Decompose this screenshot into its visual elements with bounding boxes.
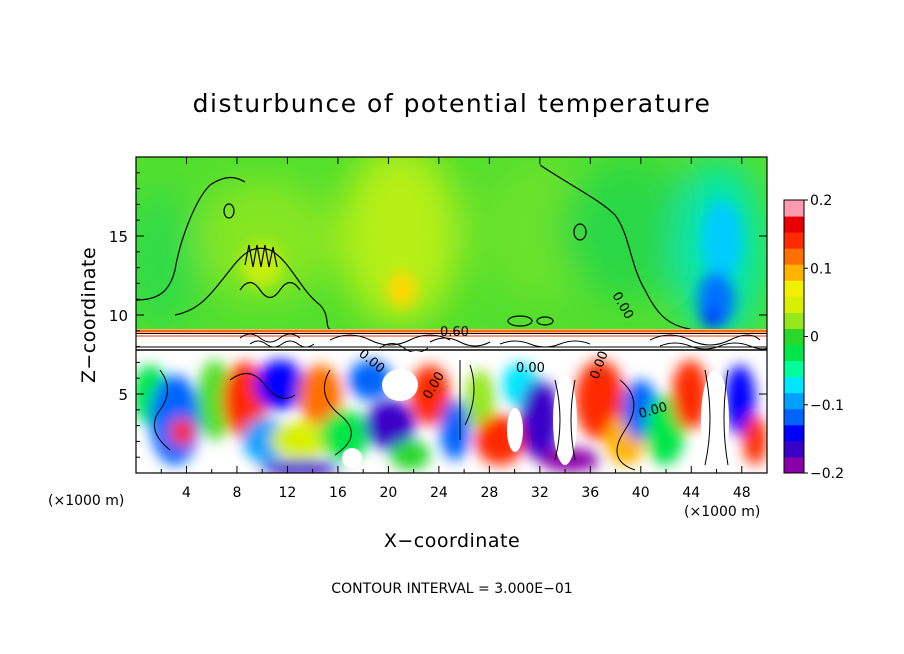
heatmap-field [136,157,767,473]
colorbar-swatch [784,280,804,297]
contour-label: 0.60 [440,325,469,340]
colorbar-swatch [784,328,804,346]
colorbar-swatch [784,248,804,265]
colorbar-swatch [784,376,804,394]
colorbar-swatch [784,296,804,313]
colorbar-swatch [784,456,804,474]
x-tick-label: 32 [531,485,549,501]
x-axis: 4 8 12 16 20 24 28 32 36 40 44 48 [160,157,751,501]
x-tick-label: 20 [379,485,397,501]
contour-label: 0.00 [637,400,669,422]
colorbar-tick-label: 0.2 [810,193,832,209]
x-tick-label: 8 [232,485,241,501]
colorbar-swatch [784,408,804,426]
x-tick-label: 12 [279,485,297,501]
colorbar-tick-label: −0.2 [810,466,844,482]
x-tick-label: 16 [329,485,347,501]
colorbar-tick-label: 0.1 [810,261,832,277]
colorbar-swatch [784,312,804,329]
colorbar-swatch [784,360,804,378]
x-unit-left: (×1000 m) [48,493,124,509]
contour-label: 0.00 [516,361,545,376]
y-tick-label: 5 [118,386,128,404]
x-tick-label: 48 [733,485,751,501]
y-tick-label: 15 [109,228,128,246]
colorbar-swatch [784,344,804,362]
y-axis-label: Z−coordinate [78,247,100,383]
colorbar [783,199,805,474]
colorbar-swatch [784,424,804,442]
y-axis: 5 10 15 [109,172,767,458]
y-tick-label: 10 [109,307,128,325]
x-tick-label: 36 [581,485,599,501]
colorbar-swatch [784,200,804,217]
colorbar-swatch [784,216,804,233]
colorbar-swatch [784,440,804,458]
x-axis-label: X−coordinate [384,530,520,552]
x-tick-label: 28 [480,485,498,501]
x-tick-label: 44 [682,485,700,501]
colorbar-swatch [784,232,804,249]
colorbar-tick-label: −0.1 [810,398,844,414]
x-tick-label: 24 [430,485,448,501]
colorbar-ticks: 0.2 0.1 0 −0.1 −0.2 [804,193,844,482]
colorbar-tick-label: 0 [810,330,819,346]
colorbar-swatch [784,392,804,410]
contour-interval-text: CONTOUR INTERVAL = 3.000E−01 [331,581,572,597]
colorbar-swatch [784,264,804,281]
x-tick-label: 4 [182,485,191,501]
chart-title: disturbunce of potential temperature [193,89,712,118]
x-tick-label: 40 [632,485,650,501]
x-unit-right: (×1000 m) [684,504,760,520]
